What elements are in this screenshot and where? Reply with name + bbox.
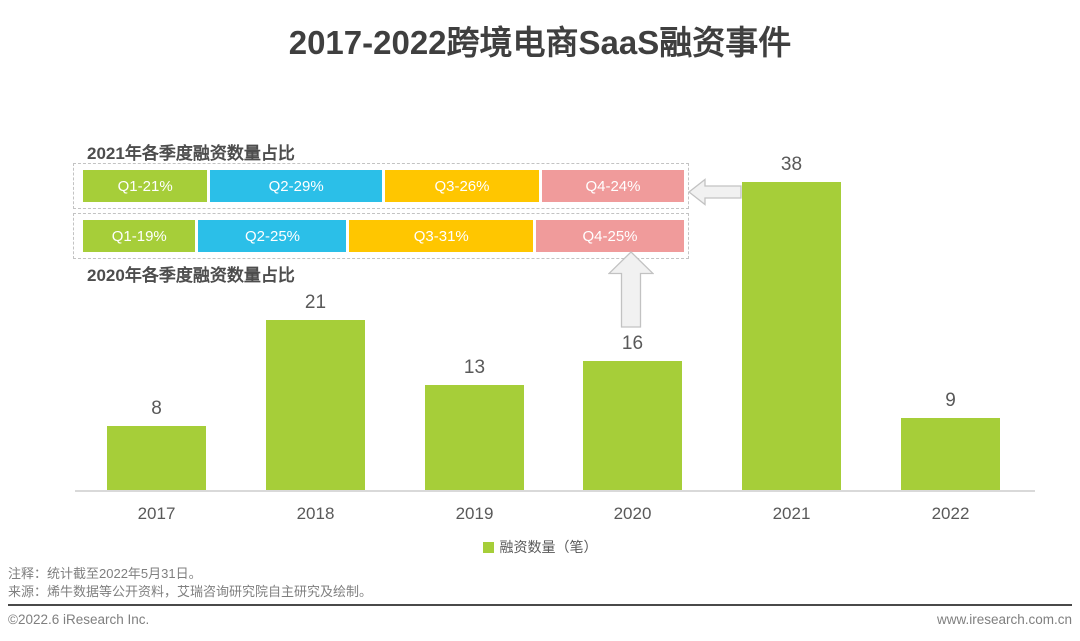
footer-website: www.iresearch.com.cn xyxy=(936,612,1072,627)
bar-2019 xyxy=(425,385,524,491)
legend-swatch xyxy=(482,541,494,553)
arrow-left-icon xyxy=(688,178,742,206)
legend: 融资数量（笔） xyxy=(0,537,1080,557)
bar-2022 xyxy=(901,418,1000,491)
note-line-1: 注释：统计截至2022年5月31日。 xyxy=(8,566,202,581)
bar-value-2021: 38 xyxy=(780,154,803,175)
bar-value-2022: 9 xyxy=(945,390,956,411)
bar-2020 xyxy=(583,361,682,491)
quarter-segment-2020-Q4: Q4-25% xyxy=(536,220,684,252)
chart-title: 2017-2022跨境电商SaaS融资事件 xyxy=(288,24,792,61)
notes: 注释：统计截至2022年5月31日。 来源：烯牛数据等公开资料，艾瑞咨询研究院自… xyxy=(8,565,372,601)
footer-copyright: ©2022.6 iResearch Inc. xyxy=(8,612,150,627)
quarter-segment-2020-Q1: Q1-19% xyxy=(83,220,196,252)
x-axis-label-2022: 2022 xyxy=(931,504,970,523)
x-axis-line xyxy=(75,490,1035,492)
quarter-segment-2020-Q3: Q3-31% xyxy=(349,220,533,252)
quarter-segment-2021-Q4: Q4-24% xyxy=(541,170,684,202)
breakdown-2021-box: Q1-21% Q2-29% Q3-26% Q4-24% xyxy=(73,163,689,209)
x-axis-label-2017: 2017 xyxy=(137,504,176,523)
quarter-segment-2020-Q2: Q2-25% xyxy=(198,220,347,252)
quarter-segment-2021-Q3: Q3-26% xyxy=(385,170,539,202)
bar-2021 xyxy=(742,182,841,491)
bar-value-2018: 21 xyxy=(304,292,327,313)
breakdown-2021-stacked-bar: Q1-21% Q2-29% Q3-26% Q4-24% xyxy=(83,170,684,202)
quarter-segment-2021-Q1: Q1-21% xyxy=(83,170,208,202)
bar-value-2017: 8 xyxy=(151,398,162,419)
bar-value-2020: 16 xyxy=(621,333,644,354)
x-axis-label-2021: 2021 xyxy=(772,504,811,523)
x-axis-label-2020: 2020 xyxy=(613,504,652,523)
x-axis-label-2018: 2018 xyxy=(296,504,335,523)
breakdown-2020-box: Q1-19% Q2-25% Q3-31% Q4-25% xyxy=(73,213,689,259)
footer: ©2022.6 iResearch Inc. www.iresearch.com… xyxy=(8,612,1072,627)
footer-divider xyxy=(8,604,1072,606)
x-axis-label-2019: 2019 xyxy=(455,504,494,523)
bar-2018 xyxy=(266,320,365,491)
bar-value-2019: 13 xyxy=(463,357,486,378)
bar-2017 xyxy=(107,426,206,491)
breakdown-2021-title: 2021年各季度融资数量占比 xyxy=(87,144,295,163)
quarter-segment-2021-Q2: Q2-29% xyxy=(210,170,382,202)
breakdown-2020-title: 2020年各季度融资数量占比 xyxy=(87,266,295,285)
arrow-up-icon xyxy=(608,251,654,328)
legend-label: 融资数量（笔） xyxy=(499,539,598,555)
breakdown-2020-stacked-bar: Q1-19% Q2-25% Q3-31% Q4-25% xyxy=(83,220,684,252)
note-line-2: 来源：烯牛数据等公开资料，艾瑞咨询研究院自主研究及绘制。 xyxy=(8,584,373,599)
